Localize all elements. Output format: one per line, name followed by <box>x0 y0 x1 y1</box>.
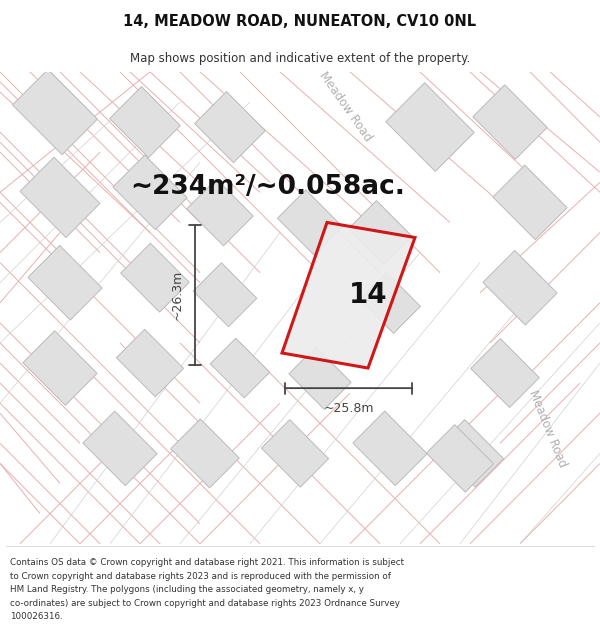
Polygon shape <box>28 246 102 320</box>
Polygon shape <box>23 331 97 406</box>
Polygon shape <box>471 339 539 408</box>
Polygon shape <box>359 272 421 333</box>
Polygon shape <box>483 251 557 325</box>
Polygon shape <box>110 87 181 158</box>
Text: HM Land Registry. The polygons (including the associated geometry, namely x, y: HM Land Registry. The polygons (includin… <box>10 585 364 594</box>
Polygon shape <box>194 92 265 162</box>
Polygon shape <box>386 82 474 171</box>
Polygon shape <box>473 85 547 159</box>
Text: Contains OS data © Crown copyright and database right 2021. This information is : Contains OS data © Crown copyright and d… <box>10 558 404 568</box>
Polygon shape <box>282 222 415 368</box>
Text: 14, MEADOW ROAD, NUNEATON, CV10 0NL: 14, MEADOW ROAD, NUNEATON, CV10 0NL <box>124 14 476 29</box>
Text: 100026316.: 100026316. <box>10 612 63 621</box>
Text: Meadow Road: Meadow Road <box>527 388 569 469</box>
Text: Map shows position and indicative extent of the property.: Map shows position and indicative extent… <box>130 52 470 65</box>
Polygon shape <box>193 263 257 327</box>
Text: ~26.3m: ~26.3m <box>170 270 184 321</box>
Polygon shape <box>277 190 343 255</box>
Polygon shape <box>211 338 269 398</box>
Polygon shape <box>13 69 97 154</box>
Text: Meadow Road: Meadow Road <box>316 69 374 144</box>
Polygon shape <box>113 155 187 229</box>
Polygon shape <box>83 411 157 486</box>
Polygon shape <box>20 158 100 238</box>
Polygon shape <box>493 165 567 239</box>
Text: co-ordinates) are subject to Crown copyright and database rights 2023 Ordnance S: co-ordinates) are subject to Crown copyr… <box>10 599 400 608</box>
Polygon shape <box>187 179 253 246</box>
Text: ~25.8m: ~25.8m <box>323 402 374 415</box>
Polygon shape <box>116 329 184 397</box>
Polygon shape <box>121 243 189 312</box>
Polygon shape <box>427 425 494 492</box>
Text: to Crown copyright and database rights 2023 and is reproduced with the permissio: to Crown copyright and database rights 2… <box>10 572 391 581</box>
Polygon shape <box>348 201 412 264</box>
Text: 14: 14 <box>349 281 388 309</box>
Polygon shape <box>289 347 351 409</box>
Polygon shape <box>436 419 503 487</box>
Polygon shape <box>262 419 329 487</box>
Text: ~234m²/~0.058ac.: ~234m²/~0.058ac. <box>130 174 405 201</box>
Polygon shape <box>171 419 239 488</box>
Polygon shape <box>353 411 427 486</box>
